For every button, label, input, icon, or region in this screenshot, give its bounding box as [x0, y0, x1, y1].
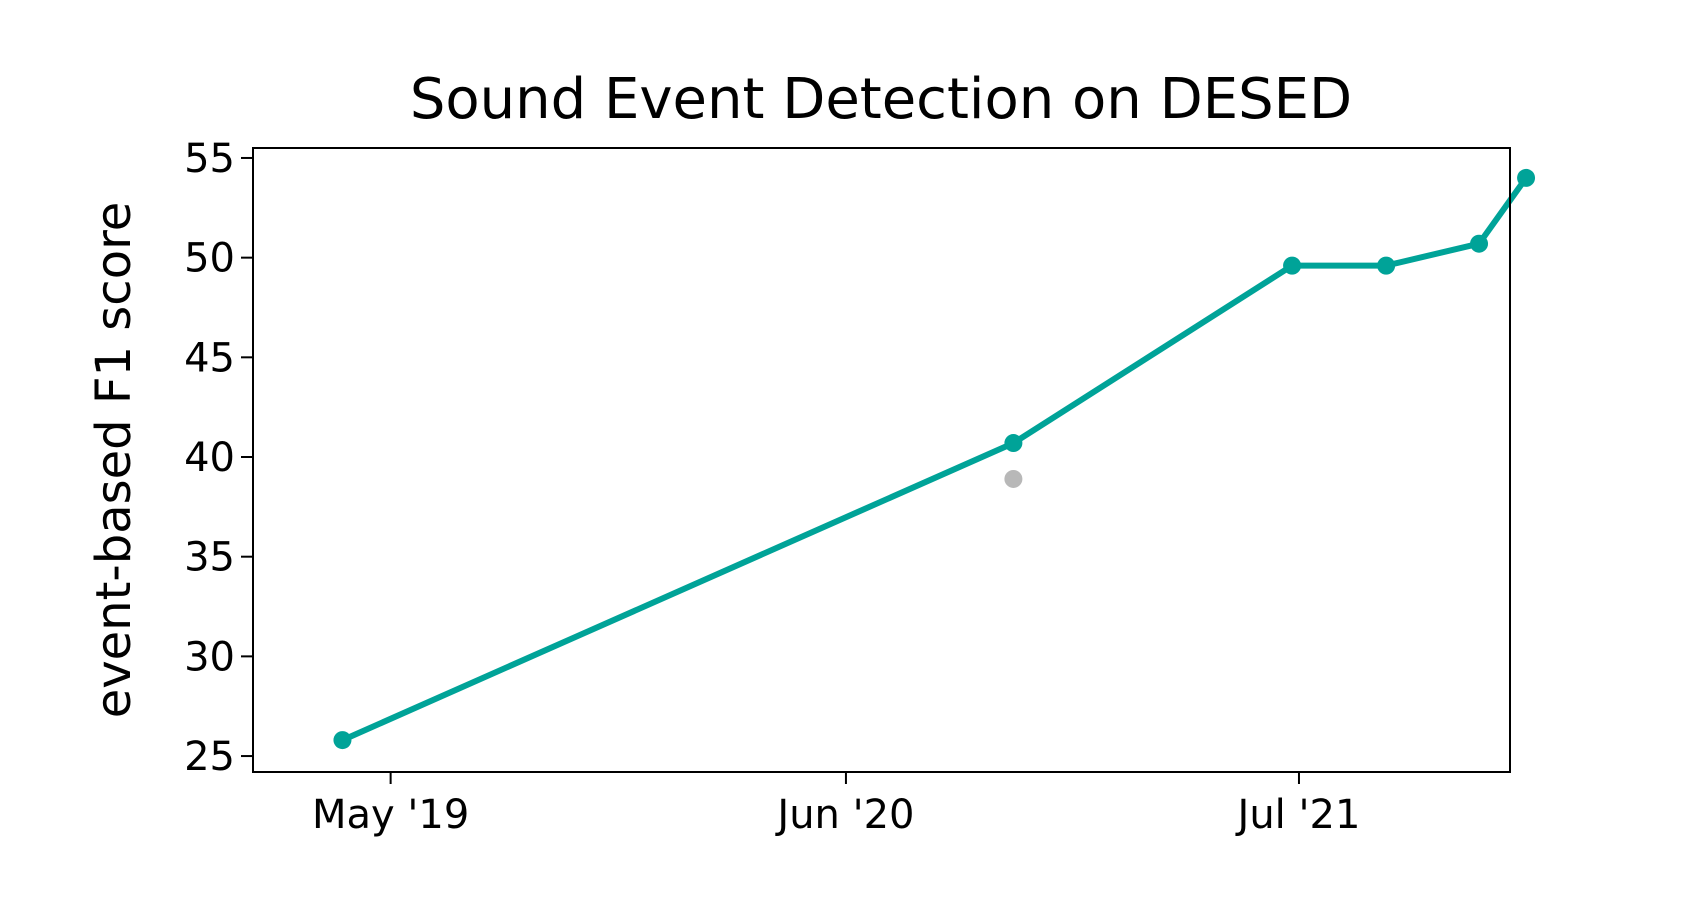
data-point: [1517, 168, 1536, 187]
data-point: [1004, 434, 1023, 453]
y-tick-label: 35: [184, 535, 235, 581]
plot-frame: [252, 147, 1511, 773]
y-tick-label: 30: [184, 634, 235, 680]
x-tick-label: May '19: [312, 792, 469, 838]
series-line: [339, 174, 1530, 744]
y-tick-label: 55: [184, 136, 235, 182]
chart-title: Sound Event Detection on DESED: [410, 67, 1352, 132]
data-point: [1004, 469, 1023, 488]
y-tick-label: 50: [184, 236, 235, 282]
data-point: [1470, 234, 1489, 253]
data-point: [1377, 256, 1396, 275]
data-point: [333, 731, 352, 750]
y-tick-label: 40: [184, 435, 235, 481]
x-tick-label: Jul '21: [1235, 792, 1361, 838]
y-tick-label: 45: [184, 335, 235, 381]
x-tick-label: Jun '20: [774, 792, 914, 838]
y-axis-label: event-based F1 score: [86, 202, 142, 719]
y-tick-label: 25: [184, 734, 235, 780]
data-point: [1283, 256, 1302, 275]
plot-area: 25 30 35 40 45 50 55 May '19 Jun '20 Jul '21: [184, 136, 1536, 838]
